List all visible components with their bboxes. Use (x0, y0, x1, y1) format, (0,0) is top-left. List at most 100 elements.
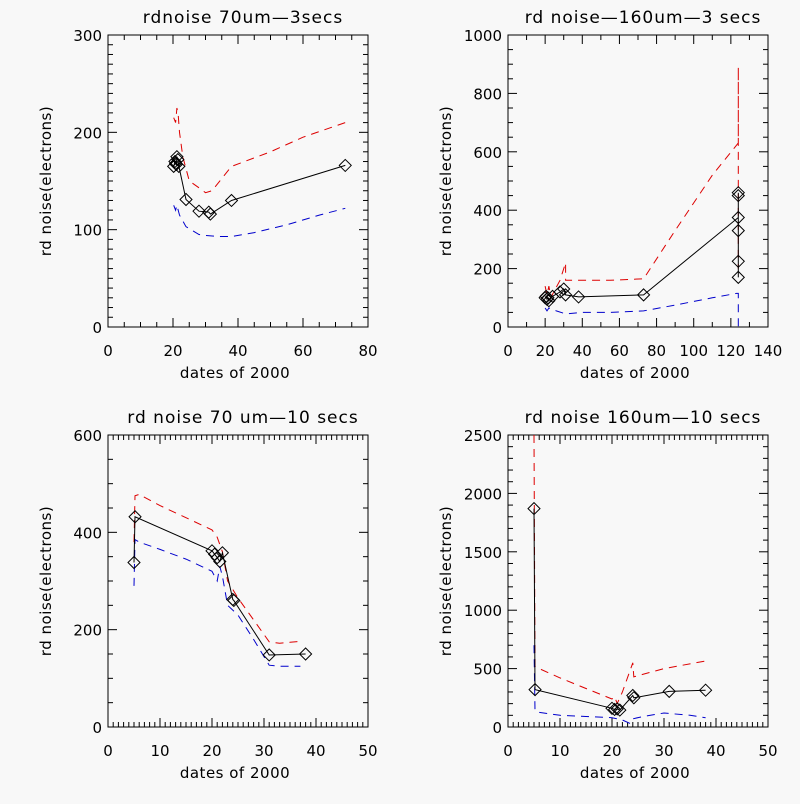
y-tick-label: 400 (473, 202, 502, 220)
panel-70um-10secs: rd noise 70 um—10 secs dates of 2000 rd … (37, 408, 378, 782)
data-point-diamond (627, 691, 641, 705)
data-point-diamond (626, 688, 640, 703)
series-measured-line (533, 508, 706, 711)
data-point-diamond (636, 288, 651, 302)
x-tick-label: 20 (602, 742, 621, 760)
data-point-diamond (262, 648, 276, 662)
series-measured-line (544, 192, 739, 302)
x-tick-label: 10 (150, 742, 169, 760)
series-lower-line (173, 203, 346, 237)
panel-title: rd noise 160um—10 secs (525, 408, 762, 428)
data-point-diamond (298, 647, 313, 661)
panel-title: rd noise 70 um—10 secs (127, 408, 358, 428)
plot-area (527, 435, 713, 725)
data-point-diamond (338, 158, 352, 173)
x-tick-label: 100 (679, 342, 708, 360)
y-axis-label: rd noise(electrons) (437, 506, 455, 656)
plot-frame (507, 434, 769, 728)
x-tick-label: 140 (754, 342, 783, 360)
data-point-diamond (168, 154, 182, 169)
y-tick-label: 1500 (464, 544, 502, 562)
x-tick-label: 40 (228, 342, 247, 360)
x-tick-label: 80 (358, 342, 377, 360)
data-point-diamond (557, 282, 571, 296)
y-tick-label: 0 (92, 719, 102, 737)
y-tick-label: 100 (73, 222, 102, 240)
y-tick-label: 0 (92, 319, 102, 337)
y-tick-label: 1000 (464, 27, 502, 45)
plot-frame (107, 434, 369, 728)
y-tick-label: 1000 (464, 602, 502, 620)
panel-70um-3secs: rdnoise 70um—3secs dates of 2000 rd nois… (37, 8, 378, 382)
y-tick-label: 300 (73, 27, 102, 45)
data-point-diamond (215, 546, 230, 560)
x-tick-label: 120 (717, 342, 746, 360)
data-point-diamond (558, 288, 573, 302)
plot-frame (507, 34, 769, 328)
y-tick-label: 200 (73, 124, 102, 142)
x-axis-label: dates of 2000 (180, 364, 290, 382)
data-point-diamond (227, 593, 241, 608)
y-tick-label: 200 (473, 261, 502, 279)
series-lower-line (533, 645, 706, 725)
data-point-diamond (731, 223, 745, 238)
x-tick-label: 0 (103, 342, 113, 360)
panel-160um-3secs: rd noise—160um—3 secs dates of 2000 rd n… (437, 8, 782, 382)
series-measured-line (133, 516, 306, 656)
data-point-diamond (698, 683, 713, 697)
x-tick-label: 0 (503, 742, 513, 760)
panel-title: rdnoise 70um—3secs (143, 8, 343, 28)
x-tick-label: 20 (536, 342, 555, 360)
data-point-diamond (731, 188, 745, 203)
x-tick-label: 0 (503, 342, 513, 360)
y-tick-label: 2500 (464, 427, 502, 445)
data-point-diamond (210, 550, 224, 565)
y-axis-label: rd noise(electrons) (37, 506, 55, 656)
panel-160um-10secs: rd noise 160um—10 secs dates of 2000 rd … (437, 408, 778, 782)
data-point-diamond (127, 555, 141, 570)
data-point-diamond (607, 702, 622, 717)
x-axis-label: dates of 2000 (580, 764, 690, 782)
plot-area (127, 493, 313, 667)
y-tick-label: 600 (473, 144, 502, 162)
x-axis-label: dates of 2000 (580, 364, 690, 382)
data-point-diamond (192, 204, 206, 218)
data-point-diamond (731, 185, 745, 200)
series-upper-line (173, 107, 346, 194)
data-point-diamond (662, 684, 676, 699)
y-tick-label: 2000 (464, 485, 502, 503)
plot-area (538, 67, 745, 327)
plot-area (166, 107, 352, 237)
plot-frame (107, 34, 369, 328)
data-point-diamond (128, 510, 142, 524)
panel-title: rd noise—160um—3 secs (525, 8, 762, 28)
series-upper-line (133, 493, 301, 644)
y-tick-label: 400 (73, 524, 102, 542)
x-tick-label: 10 (550, 742, 569, 760)
y-tick-label: 500 (473, 661, 502, 679)
x-tick-label: 50 (758, 742, 777, 760)
data-point-diamond (527, 501, 541, 516)
data-point-diamond (224, 193, 239, 208)
series-upper-line (544, 67, 739, 300)
data-point-diamond (541, 291, 555, 305)
y-tick-label: 600 (73, 427, 102, 445)
data-point-diamond (605, 701, 619, 716)
x-tick-label: 50 (358, 742, 377, 760)
data-point-diamond (731, 210, 745, 225)
data-point-diamond (528, 682, 542, 697)
data-point-diamond (213, 554, 227, 569)
data-point-diamond (613, 703, 627, 717)
data-point-diamond (179, 192, 193, 207)
y-tick-label: 0 (492, 319, 502, 337)
data-point-diamond (172, 159, 186, 174)
y-tick-label: 800 (473, 85, 502, 103)
x-tick-label: 40 (573, 342, 592, 360)
data-point-diamond (203, 207, 218, 221)
series-lower-line (544, 292, 739, 327)
data-point-diamond (731, 270, 745, 285)
x-tick-label: 20 (163, 342, 182, 360)
data-point-diamond (571, 290, 586, 304)
